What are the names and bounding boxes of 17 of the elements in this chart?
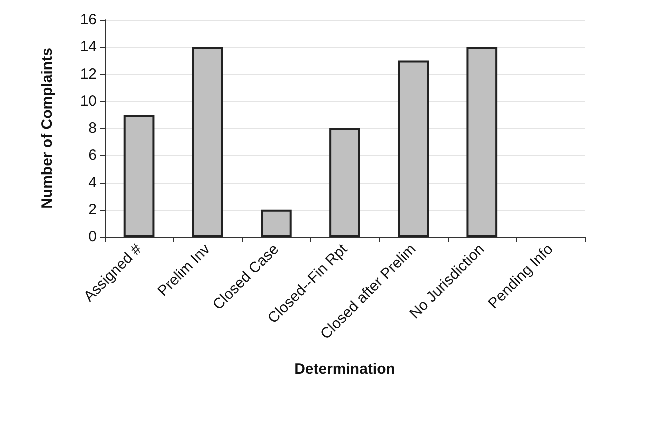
y-tick-label: 6 [88,147,97,164]
bar [261,210,292,237]
y-tick-label: 2 [88,201,97,218]
y-tick-label: 0 [88,228,97,246]
y-tick-label: 12 [80,66,97,83]
y-tick-label: 16 [80,12,97,28]
y-tick-label: 4 [88,174,97,192]
bar [466,47,498,237]
bar [330,128,360,237]
y-tick-label: 14 [80,38,97,56]
y-tick-label: 8 [88,120,97,137]
x-axis-title: Determination [294,361,396,378]
bar [192,47,224,237]
bar [398,60,429,237]
bar [124,114,155,237]
y-tick-label: 10 [80,92,97,110]
y-axis-title: Number of Complaints [39,48,56,209]
